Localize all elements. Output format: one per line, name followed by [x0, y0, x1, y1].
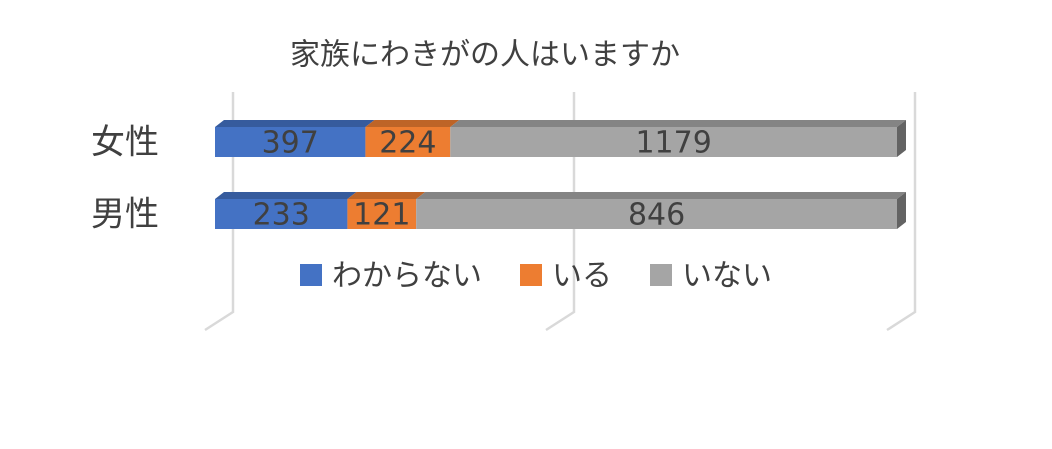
y-tick-label: 男性	[91, 195, 159, 235]
bar-segment	[347, 192, 426, 229]
data-label: 397	[262, 126, 319, 161]
bar-top	[347, 192, 426, 199]
bar-top	[215, 192, 357, 199]
bar-top	[416, 192, 906, 199]
legend-swatch	[650, 264, 672, 286]
bar-segment	[215, 120, 375, 157]
bar-front	[365, 127, 451, 157]
bar-front	[215, 199, 348, 229]
grid-line	[886, 92, 917, 332]
legend-label: わからない	[332, 259, 482, 294]
bar-segment	[365, 120, 460, 157]
bar-segment	[416, 192, 906, 229]
bar-top	[365, 120, 460, 127]
legend-label: いる	[552, 259, 612, 294]
data-label: 846	[628, 198, 685, 233]
bar-front	[347, 199, 417, 229]
chart-title: 家族にわきがの人はいますか	[290, 38, 680, 73]
data-label: 1179	[635, 126, 711, 161]
legend-label: いない	[682, 259, 772, 294]
legend-swatch	[300, 264, 322, 286]
data-label: 224	[379, 126, 436, 161]
grid-line	[545, 92, 576, 332]
data-label: 121	[353, 198, 410, 233]
bar-segment	[450, 120, 906, 157]
bar-front	[450, 127, 897, 157]
bar-top	[215, 120, 375, 127]
bar-segment	[215, 192, 357, 229]
bar-front	[215, 127, 366, 157]
bar-front	[416, 199, 897, 229]
bar-side	[897, 192, 906, 229]
bar-side	[897, 120, 906, 157]
bar-top	[450, 120, 906, 127]
legend-swatch	[520, 264, 542, 286]
y-tick-label: 女性	[91, 123, 159, 163]
grid-line	[204, 92, 235, 332]
data-label: 233	[253, 198, 310, 233]
